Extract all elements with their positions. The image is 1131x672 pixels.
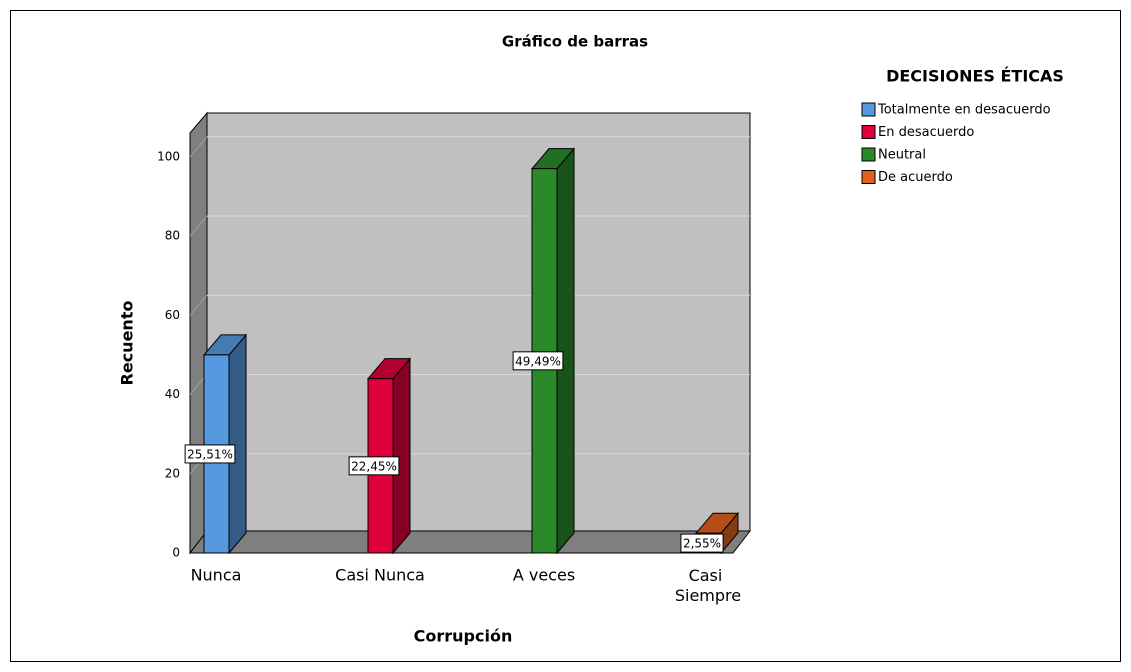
y-tick-label: 20 [165,466,180,480]
data-label-box [680,533,724,553]
chart-title: Gráfico de barras [502,33,648,51]
legend-label: De acuerdo [878,170,953,185]
x-axis-title: Corrupción [414,627,513,646]
legend-swatch [861,125,876,139]
legend-swatch [861,147,876,162]
y-axis-title: Recuento [118,301,137,386]
bar-side [556,147,575,555]
legend-swatch [861,170,876,184]
x-tick-label: A veces [513,566,575,585]
x-tick-label: Casi Nunca [335,566,425,585]
data-label-text: 2,55% [683,537,721,551]
data-label-text: 22,45% [351,459,397,473]
data-label: 25,51% [184,444,236,464]
grid-line [189,215,208,237]
legend-label: Neutral [878,148,926,163]
x-tick-label: Nunca [191,566,242,585]
data-label-box [348,456,400,476]
y-tick-label: 100 [157,149,180,163]
data-label: 22,45% [348,456,400,476]
grid-line [189,136,208,158]
y-tick-label: 0 [172,546,180,560]
legend-label: En desacuerdo [878,125,974,140]
bar-side [228,333,247,555]
legend-title: DECISIONES ÉTICAS [886,67,1064,86]
data-label-box [184,444,236,464]
data-label-text: 49,49% [515,354,561,368]
data-label: 2,55% [680,533,724,553]
legend-swatch [861,102,876,117]
x-tick-label: Casi Siempre [675,566,741,605]
bar-side [392,357,411,555]
floor [188,530,752,554]
back-wall [206,112,751,532]
data-label-box [512,351,564,371]
y-tick-label: 40 [165,387,180,401]
y-tick-label: 60 [165,308,180,322]
grid-line [189,294,208,316]
y-tick-label: 80 [165,229,180,243]
plot: 0 20 40 60 80 100 Nunca Casi Nunca A veces Casi S… [157,102,1051,605]
data-label-text: 25,51% [187,447,233,461]
data-label: 49,49% [512,351,564,371]
legend-label: Totalmente en desacuerdo [877,103,1051,118]
